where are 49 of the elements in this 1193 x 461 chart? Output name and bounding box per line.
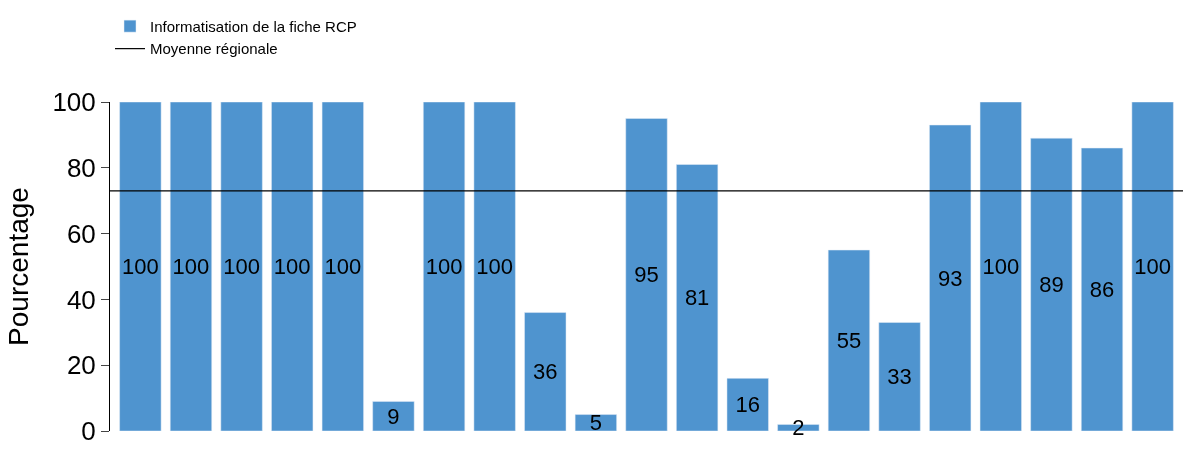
data-label: 86 bbox=[1089, 277, 1115, 303]
bar bbox=[473, 102, 516, 431]
legend-label: Moyenne régionale bbox=[150, 40, 278, 58]
data-label: 100 bbox=[425, 254, 463, 279]
bar bbox=[119, 102, 162, 431]
bar bbox=[1131, 102, 1174, 431]
data-label: 100 bbox=[324, 254, 362, 279]
bar bbox=[979, 102, 1022, 431]
bar bbox=[625, 118, 668, 431]
y-tick-label: 100 bbox=[52, 87, 96, 118]
data-label: 33 bbox=[887, 364, 912, 390]
bar bbox=[372, 401, 415, 431]
legend-label: Informatisation de la fiche RCP bbox=[150, 17, 357, 35]
bar bbox=[321, 102, 364, 431]
y-tick-label: 60 bbox=[66, 218, 96, 249]
data-label: 100 bbox=[172, 254, 210, 279]
bar bbox=[1030, 137, 1073, 431]
y-tick-label: 40 bbox=[66, 284, 96, 315]
data-label: 95 bbox=[634, 262, 659, 288]
bar bbox=[271, 102, 314, 431]
bar bbox=[929, 124, 972, 431]
data-label: 81 bbox=[684, 285, 710, 311]
data-label: 89 bbox=[1039, 272, 1064, 298]
data-label: 55 bbox=[836, 328, 862, 354]
bar bbox=[423, 102, 466, 431]
y-tick-label: 20 bbox=[66, 350, 96, 381]
data-label: 16 bbox=[735, 392, 760, 418]
y-tick-label: 0 bbox=[81, 416, 96, 447]
y-tick-label: 80 bbox=[66, 152, 96, 183]
data-label: 100 bbox=[223, 254, 260, 279]
bar bbox=[524, 312, 567, 431]
data-label: 100 bbox=[1134, 254, 1171, 279]
data-label: 100 bbox=[476, 254, 514, 279]
bar bbox=[726, 378, 769, 431]
data-label: 100 bbox=[273, 254, 311, 279]
bar bbox=[676, 164, 719, 431]
y-axis-title: Pourcentage bbox=[3, 187, 35, 346]
data-label: 93 bbox=[937, 265, 963, 291]
data-label: 100 bbox=[122, 254, 159, 279]
data-label: 9 bbox=[387, 403, 400, 429]
data-label: 36 bbox=[533, 359, 558, 385]
data-label: 5 bbox=[589, 410, 603, 436]
bar bbox=[878, 322, 921, 431]
data-label: 100 bbox=[982, 254, 1020, 279]
bar bbox=[1081, 147, 1124, 431]
bar bbox=[827, 249, 870, 431]
bar bbox=[220, 102, 263, 431]
bar bbox=[574, 414, 617, 431]
bar bbox=[169, 102, 212, 431]
